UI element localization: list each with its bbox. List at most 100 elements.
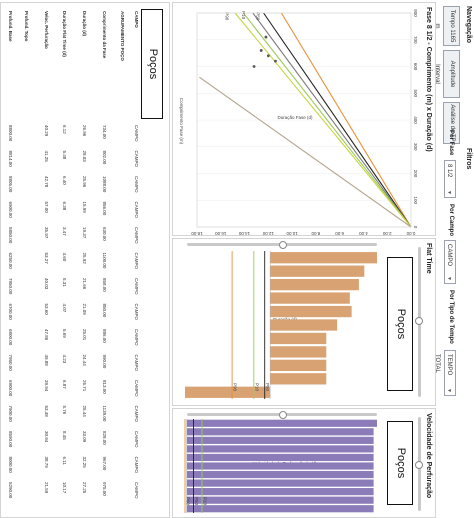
nav-button-amplitude[interactable]: Amplitude Interval [434,50,460,98]
bar[interactable] [186,436,374,444]
filter-select-fase[interactable]: 8 1/2 ▼ [444,160,456,198]
table-cell: 25.44 [82,405,87,417]
chevron-down-icon: ▼ [446,276,452,281]
table-cell: 26.71 [82,380,87,392]
x-tick-label: 100 [413,196,418,204]
bar[interactable] [270,346,327,358]
bar[interactable] [270,373,327,385]
table-cell: 28.03 [82,150,87,162]
bar[interactable] [270,305,352,318]
bar[interactable] [186,496,374,504]
y-tick-label: 12.00 [262,231,274,235]
table-cell: 7950.00 [8,354,13,371]
table-cell: 21.59 [44,482,49,494]
bar[interactable] [186,428,374,436]
bar[interactable] [186,505,374,513]
table-cell: 30.94 [44,431,49,443]
nav-button-tempo[interactable]: Tempo 1165 m [434,6,460,46]
table-cell: 25.01 [82,329,87,341]
data-point [264,35,268,39]
filter-select-tipo-tempo[interactable]: TEMPO TOTAL ▼ [434,350,456,396]
reference-label-p90: P90 [233,383,238,392]
wells-table-panel: Poços CAMPO AGRUPAMENTO POÇO Comprimento d… [0,2,170,518]
table-cell: 32.25 [82,456,87,468]
bar[interactable] [270,319,338,331]
x-tick-label: 500 [413,89,418,97]
table-header[interactable]: Duração Flat Time (d) [62,11,67,57]
series-line-P90 [280,12,412,228]
table-cell: 1100.00 [102,252,107,269]
reference-label-p10: P10 [202,497,207,506]
series-line-series-6 [199,76,412,228]
table-cell: 6900.00 [8,201,13,218]
table-cell: 21.09 [82,303,87,315]
table-header[interactable]: AGRUPAMENTO POÇO [120,11,125,61]
table-header[interactable]: Profund. Topo [24,11,29,42]
table-header[interactable]: Duração (d) [82,11,87,37]
table-cell: 5.69 [62,329,67,338]
table-cell: 33.09 [82,431,87,443]
bar[interactable] [186,462,374,470]
table-cell: 5.76 [62,405,67,415]
table-cell: 886.00 [102,329,107,343]
table-cell: 6.87 [62,380,67,389]
bar[interactable] [186,470,374,479]
table-cell: 25.92 [82,252,87,264]
table-cell: 8.45 [62,431,67,440]
reference-label-p50: P50 [265,383,270,392]
bar[interactable] [270,265,365,277]
chart3-vertical-slider[interactable] [187,411,377,419]
table-cell: 8000.00 [8,456,13,473]
table-cell: 39.94 [44,380,49,392]
filter-label-campo: Por Campo [448,204,454,237]
table-header[interactable]: Veloc. Perfuração [44,11,49,49]
x-tick-label: 300 [413,143,418,151]
table-cell: 53.60 [44,303,49,315]
table-cell: 6.38 [62,201,67,211]
bar[interactable] [270,252,377,264]
table-cell: 5.48 [62,150,67,160]
table-cell: 1139.00 [102,405,107,422]
series-line-series-4 [242,12,412,228]
bar[interactable] [270,359,327,372]
bar[interactable] [186,479,374,487]
series-label-p90: P90 [225,12,230,21]
filter-select-campo[interactable]: CAMPO ▼ [444,240,456,284]
table-cell: 38.79 [44,456,49,468]
series-line-P10 [263,12,412,228]
chart2-vertical-slider[interactable] [187,241,377,249]
bar[interactable] [186,445,374,453]
slider-knob[interactable] [279,411,287,419]
bar[interactable] [186,419,377,427]
y-tick-label: 8.00 [311,231,320,235]
table-cell: 24.44 [82,354,87,366]
table-cell: 6900.00 [8,380,13,397]
bar[interactable] [185,386,271,398]
table-cell: 6800.00 [8,329,13,346]
table-header[interactable]: Profund. Base [8,11,13,42]
reference-label-p50: P50 [194,497,199,506]
table-cell: CAMPO [134,176,139,193]
slider-knob[interactable] [279,241,287,249]
table-header[interactable]: Comprimento da Fase [102,11,107,59]
bar[interactable] [270,278,359,291]
table-cell: 802.00 [102,150,107,165]
length-duration-chart-panel: Fase 8 1/2 - Comprimento (m) x Duração (… [172,2,436,236]
table-cell: 5.31 [62,278,67,287]
bar[interactable] [270,332,327,345]
table-cell: 6700.00 [8,303,13,320]
table-cell: 630.00 [102,227,107,241]
bar[interactable] [186,453,374,462]
table-header[interactable]: CAMPO [134,11,139,28]
bar[interactable] [270,292,350,304]
chevron-down-icon: ▼ [446,190,452,195]
bar[interactable] [186,488,374,496]
y-tick-label: 14.00 [238,231,250,235]
chart1-x-axis-label: Comprimento Fase (m) [179,98,184,145]
table-cell: 856.00 [102,201,107,216]
table-cell: CAMPO [134,201,139,219]
table-cell: 5290.00 [8,482,13,499]
table-cell: 8800.00 [8,125,13,142]
